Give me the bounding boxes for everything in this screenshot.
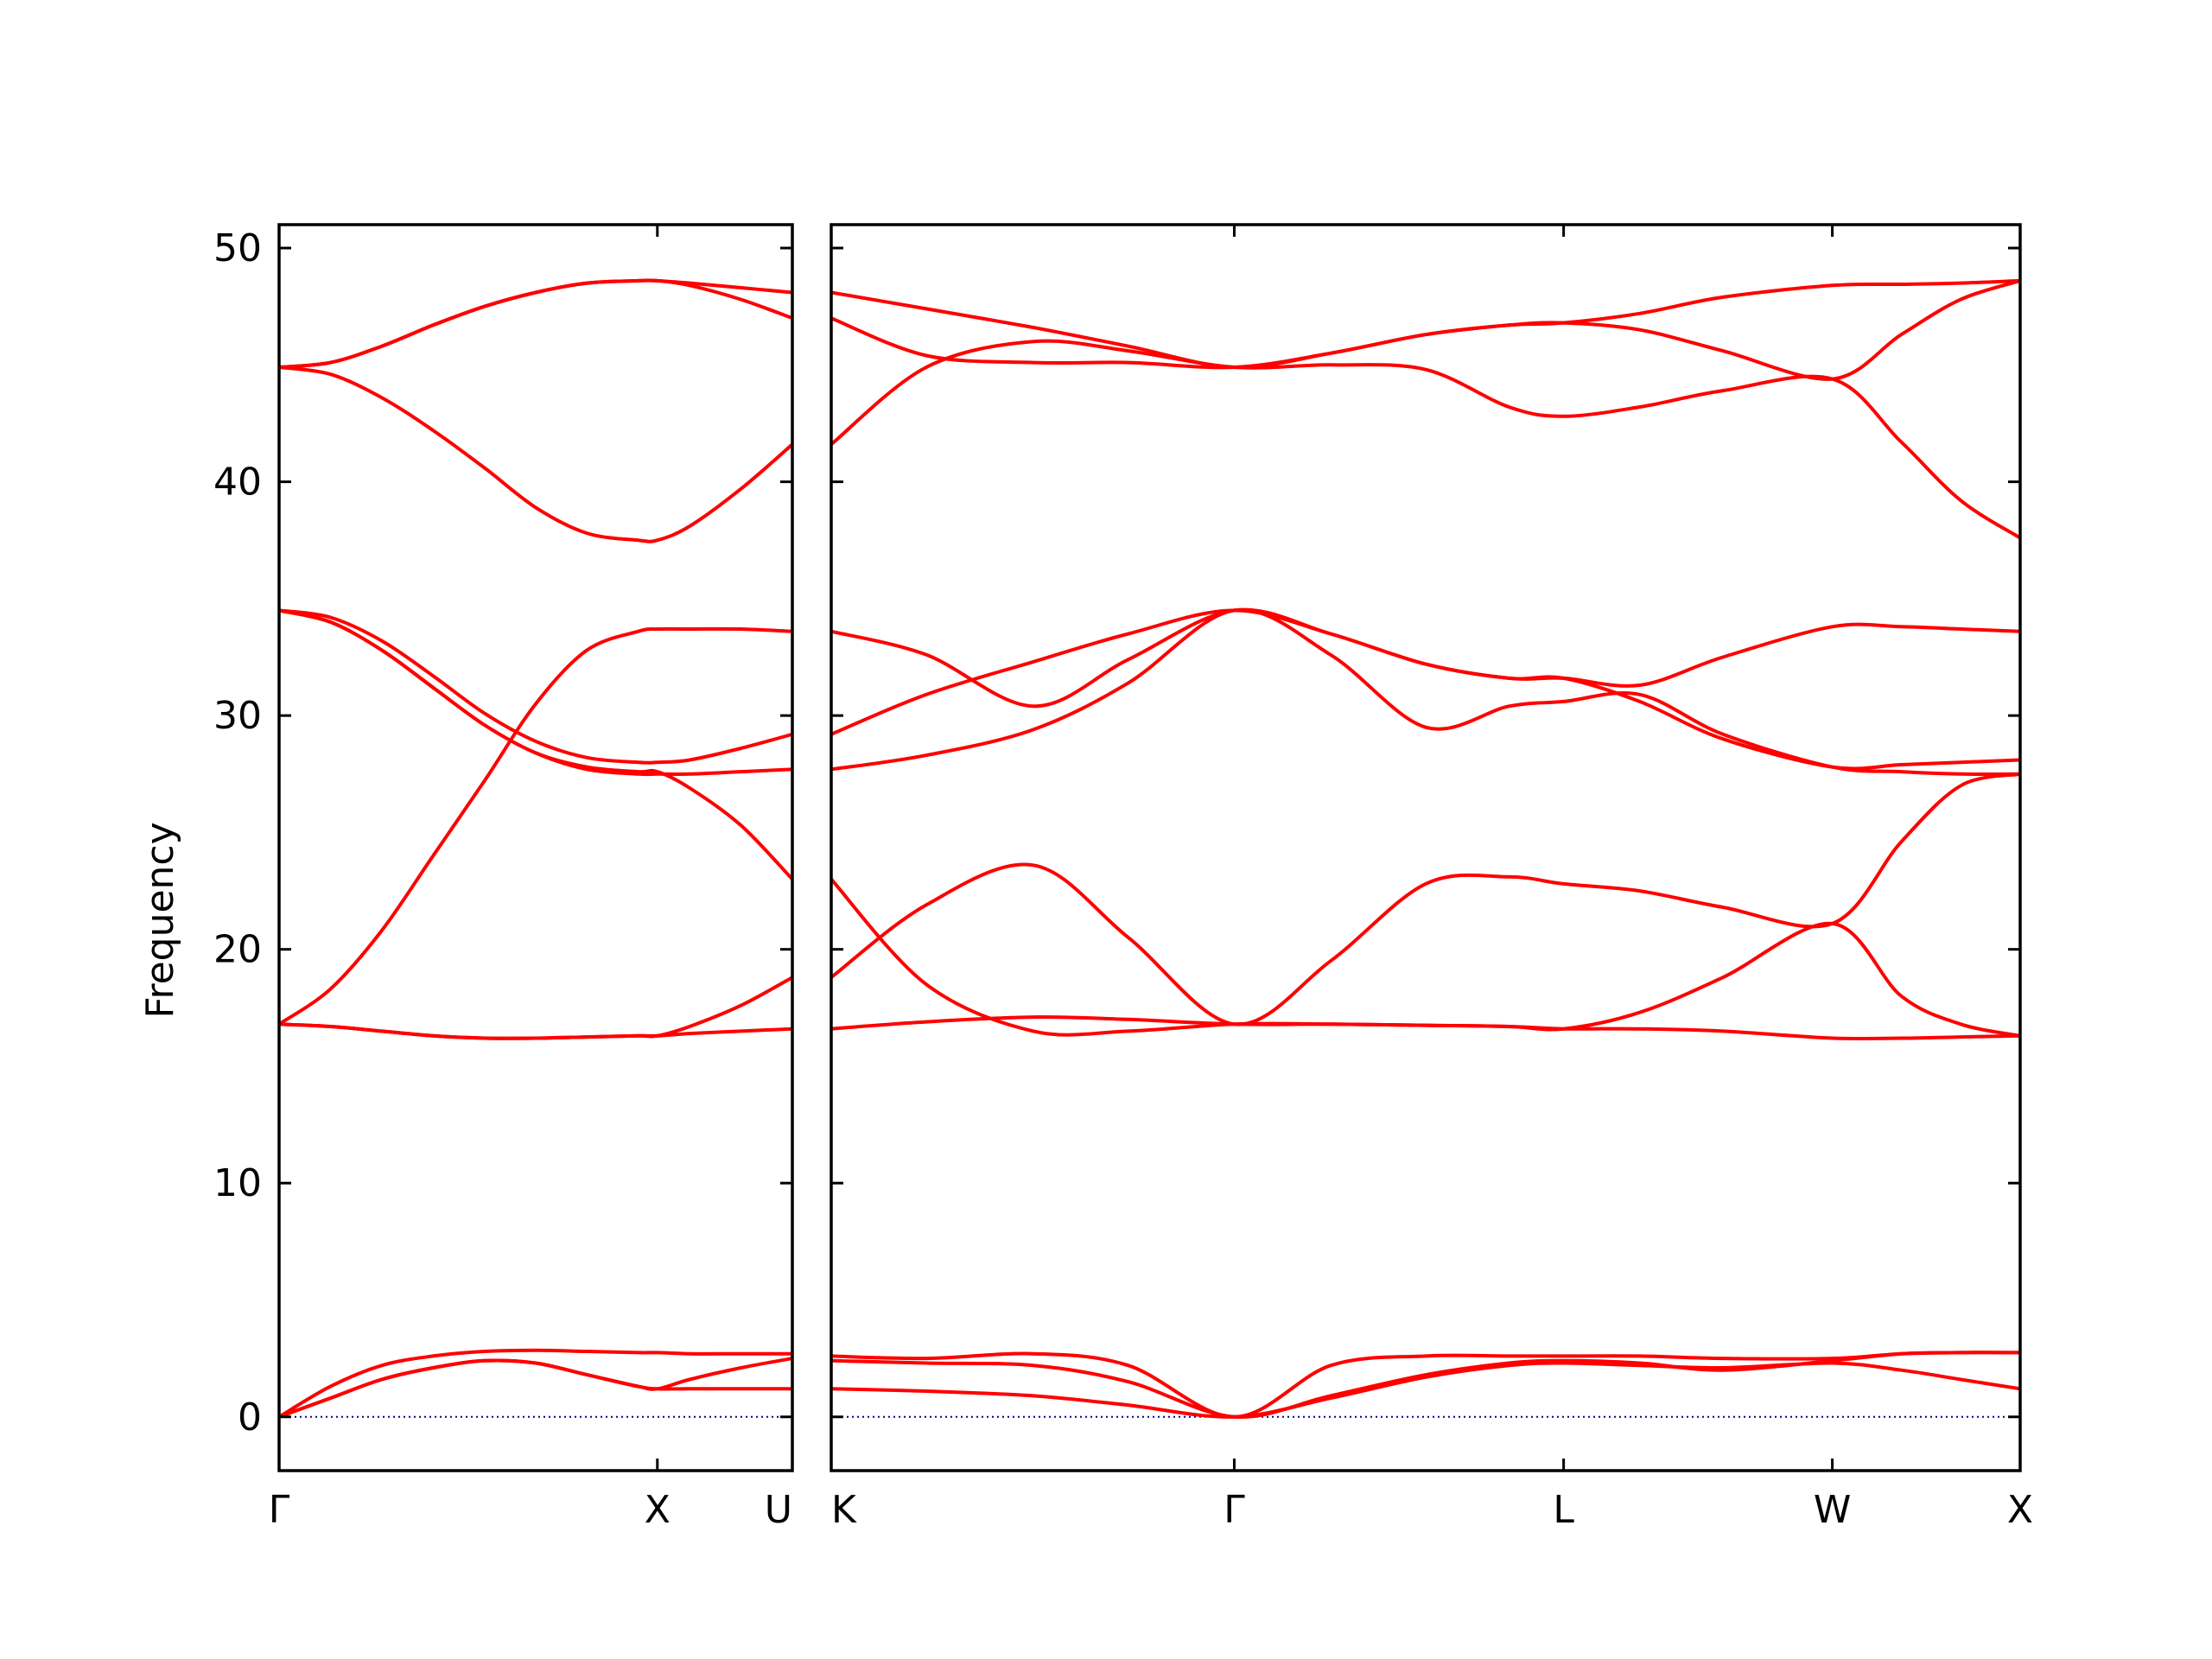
y-tick-label: 0 — [238, 1395, 262, 1440]
band-line-4 — [279, 1022, 792, 1040]
x-tick-label: Γ — [1224, 1488, 1245, 1532]
x-tick-label: K — [831, 1488, 857, 1532]
x-tick-label: X — [645, 1488, 671, 1532]
band-line-9 — [831, 607, 2020, 709]
y-tick-label: 10 — [213, 1161, 262, 1205]
band-line-6 — [279, 626, 792, 1027]
x-tick-label: X — [2007, 1488, 2033, 1532]
band-line-5 — [279, 976, 792, 1040]
y-tick-label: 30 — [213, 694, 262, 738]
band-line-3 — [279, 1357, 792, 1419]
band-line-8 — [279, 608, 792, 765]
panel-left: 0 10 20 30 40 50 Γ X U — [213, 223, 794, 1532]
band-line-7 — [831, 607, 2020, 776]
band-line-2 — [279, 1348, 792, 1419]
y-tick-label: 20 — [213, 928, 262, 972]
x-tick-label: Γ — [269, 1488, 290, 1532]
x-tick-label: W — [1814, 1488, 1852, 1532]
band-line-8 — [831, 608, 2020, 771]
y-tick-label: 50 — [213, 226, 262, 270]
y-axis-label: Frequency — [138, 822, 182, 1018]
x-tick-label: L — [1553, 1488, 1574, 1532]
plot-frame — [277, 223, 794, 1472]
band-line-10 — [279, 365, 792, 543]
band-line-12 — [831, 278, 2020, 370]
y-tick-label: 40 — [213, 461, 262, 505]
band-line-9 — [279, 608, 792, 881]
band-line-6 — [831, 772, 2020, 1027]
band-line-12 — [279, 278, 792, 369]
band-line-10 — [831, 339, 2020, 540]
x-tick-label: U — [765, 1488, 792, 1532]
plot-frame — [830, 223, 2022, 1472]
band-line-3 — [831, 1351, 2020, 1419]
band-line-5 — [831, 877, 2020, 1038]
band-line-4 — [831, 1015, 2020, 1041]
band-line-1 — [831, 1361, 2020, 1419]
band-line-11 — [831, 278, 2020, 381]
